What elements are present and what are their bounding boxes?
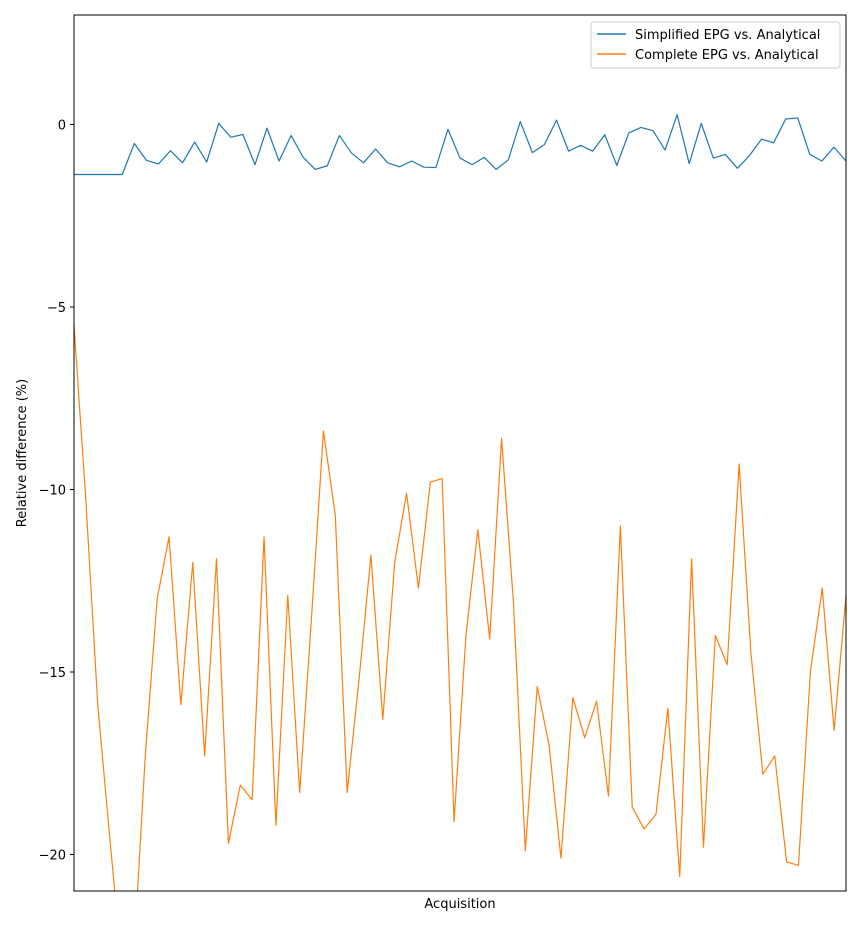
- legend: Simplified EPG vs. Analytical Complete E…: [590, 21, 841, 69]
- series-layer: [74, 114, 846, 891]
- plot-area: [74, 15, 846, 891]
- x-axis-label: Acquisition: [424, 897, 495, 912]
- y-tick-label: −10: [39, 484, 66, 499]
- y-axis-label: Relative difference (%): [15, 379, 30, 527]
- legend-label-simplified-epg: Simplified EPG vs. Analytical: [635, 28, 820, 43]
- plot-frame: [73, 14, 847, 892]
- legend-box: [590, 21, 841, 69]
- y-tick-label: −15: [39, 666, 66, 681]
- y-axis: 0 −5 −10 −15 −20: [39, 119, 74, 864]
- y-tick-label: −20: [39, 849, 66, 864]
- series-line-simplified-epg: [74, 114, 846, 176]
- y-tick-label: −5: [47, 301, 66, 316]
- series-line-complete-epg: [74, 325, 846, 891]
- y-tick-label: 0: [58, 119, 66, 134]
- legend-label-complete-epg: Complete EPG vs. Analytical: [635, 48, 819, 63]
